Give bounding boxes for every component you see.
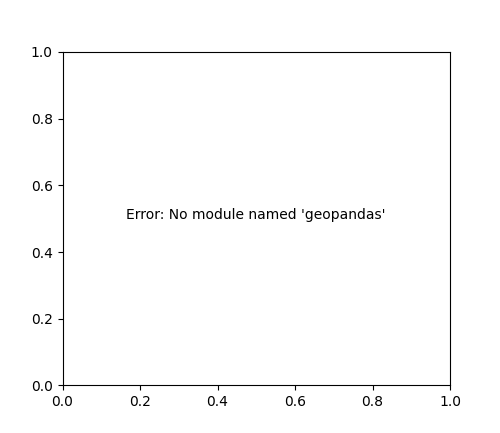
Text: Error: No module named 'geopandas': Error: No module named 'geopandas' xyxy=(126,208,386,222)
